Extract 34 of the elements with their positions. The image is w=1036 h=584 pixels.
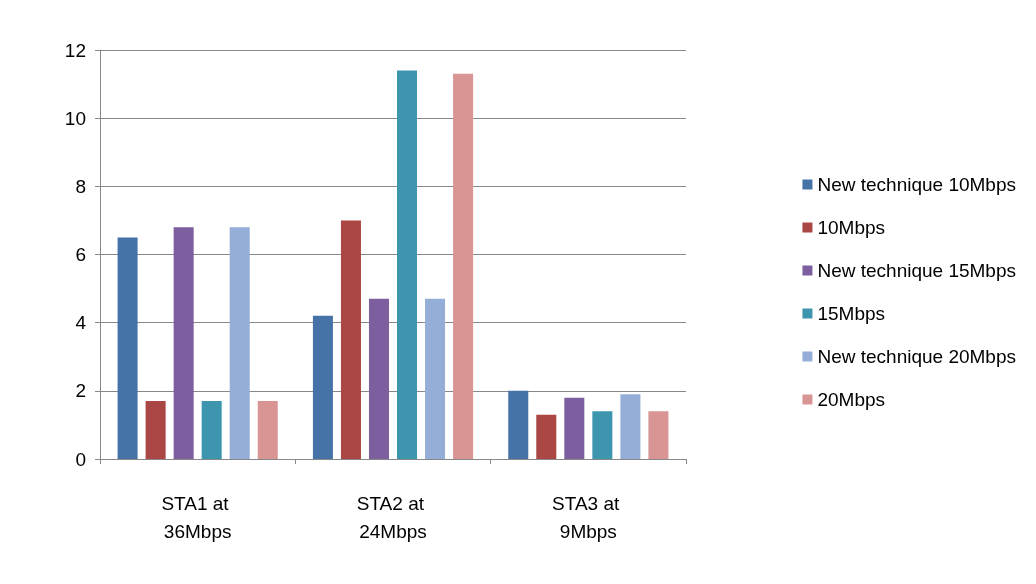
bar xyxy=(508,390,529,459)
legend-label: 15Mbps xyxy=(817,303,886,324)
bar xyxy=(340,220,361,459)
legend-label: 10Mbps xyxy=(817,217,886,238)
y-tick-label: 8 xyxy=(75,175,86,197)
y-tick-label: 12 xyxy=(64,39,86,61)
y-tick-label: 6 xyxy=(75,244,86,265)
x-tick-label: STA3 at 9Mbps xyxy=(552,492,625,542)
legend-label: New technique 15Mbps xyxy=(817,260,1017,281)
y-tick-label: 10 xyxy=(64,107,86,129)
bar xyxy=(592,411,613,459)
legend-label: 20Mbps xyxy=(817,389,886,410)
bar xyxy=(145,401,166,459)
bar xyxy=(536,414,557,459)
bar xyxy=(229,227,250,459)
bar xyxy=(425,298,446,459)
bar xyxy=(397,70,418,459)
bar xyxy=(312,315,333,459)
x-tick-label: STA2 at 24Mbps xyxy=(356,492,430,542)
y-tick-label: 2 xyxy=(75,380,86,402)
bar xyxy=(564,397,585,459)
bar xyxy=(368,298,389,459)
bar xyxy=(201,401,222,459)
legend-label: New technique 10Mbps xyxy=(817,174,1017,195)
bar xyxy=(257,401,278,459)
x-tick-label: STA1 at 36Mbps xyxy=(161,492,234,542)
bar xyxy=(173,227,194,459)
legend-label: New technique 20Mbps xyxy=(817,346,1017,367)
y-tick-label: 0 xyxy=(75,448,86,470)
bar xyxy=(648,411,669,459)
bar xyxy=(117,237,138,459)
bar xyxy=(453,73,474,459)
bar xyxy=(620,394,641,459)
y-tick-label: 4 xyxy=(75,312,87,334)
